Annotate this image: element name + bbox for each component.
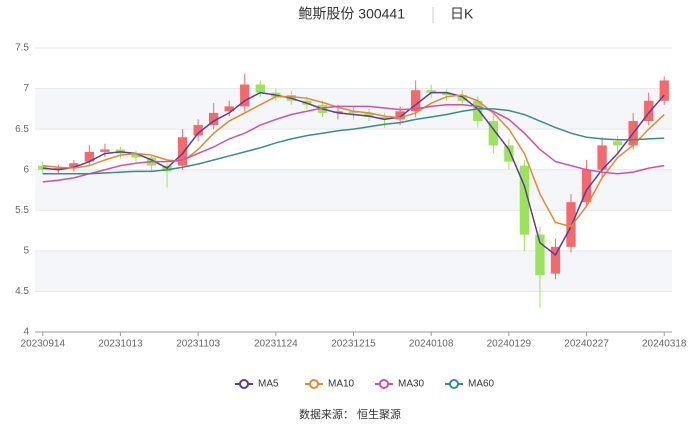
x-tick-label: 20240318 — [642, 339, 687, 350]
legend-label: MA10 — [328, 379, 355, 390]
legend-marker — [449, 379, 459, 389]
source: 数据来源： 恒生聚源 — [299, 407, 401, 421]
candle-body — [348, 111, 359, 113]
candle-body — [224, 106, 234, 112]
y-tick-label: 4 — [23, 327, 29, 338]
candle-body — [426, 90, 436, 93]
legend-marker — [379, 379, 389, 389]
y-tick-label: 4.5 — [15, 286, 29, 297]
candle-body — [550, 246, 561, 274]
x-tick-label: 20231103 — [176, 339, 220, 350]
plot-band — [35, 169, 672, 211]
candle-body — [612, 141, 623, 146]
candle-body — [488, 121, 498, 146]
candle-body — [333, 111, 343, 113]
x-tick-label: 20230914 — [21, 339, 66, 350]
candle-body — [177, 137, 188, 166]
y-tick-label: 5 — [23, 245, 29, 256]
candle-body — [364, 112, 374, 117]
candle-body — [581, 169, 592, 203]
x-tick-label: 20231124 — [254, 339, 298, 350]
x-tick-label: 20240227 — [564, 339, 609, 350]
legend-label: MA5 — [258, 379, 279, 390]
candle-body — [535, 234, 545, 276]
ma-line — [42, 91, 665, 257]
candle-body — [597, 145, 607, 170]
candle-body — [240, 84, 250, 107]
period-label: 日K — [450, 6, 474, 22]
y-tick-label: 5.5 — [15, 205, 29, 216]
ma-line — [42, 104, 665, 183]
candle-body — [193, 125, 203, 136]
y-tick-label: 7.5 — [15, 43, 29, 54]
candle-body — [69, 163, 79, 169]
x-tick-label: 20231215 — [331, 339, 376, 350]
candle-body — [410, 90, 421, 112]
y-tick-label: 6.5 — [15, 124, 29, 135]
candle-body — [504, 145, 514, 162]
candle-body — [84, 151, 95, 162]
ma-line — [42, 94, 665, 228]
candle-body — [473, 100, 483, 122]
y-tick-label: 6 — [23, 164, 29, 175]
candle-body — [38, 165, 48, 170]
candle-body — [379, 116, 390, 120]
candle-body — [395, 111, 405, 120]
candle-body — [209, 112, 219, 126]
candle-body — [566, 202, 576, 247]
candle-body — [442, 92, 452, 96]
candle-body — [53, 168, 63, 170]
candle-body — [644, 100, 654, 122]
x-tick-label: 20231013 — [98, 339, 143, 350]
y-tick-label: 7 — [23, 83, 29, 94]
candle-body — [457, 95, 467, 101]
x-tick-label: 20240108 — [409, 339, 454, 350]
chart-title: 鲍斯股份 300441 — [298, 6, 405, 22]
x-tick-label: 20240129 — [487, 339, 532, 350]
ma-line — [42, 108, 665, 175]
candle-body — [519, 165, 530, 235]
legend-label: MA30 — [398, 379, 425, 390]
candle-body — [100, 149, 110, 152]
legend-marker — [309, 379, 319, 389]
plot-band — [35, 250, 672, 292]
legend-marker — [239, 379, 249, 389]
candle-body — [659, 80, 669, 101]
legend-label: MA60 — [468, 379, 495, 390]
candle-body — [255, 84, 265, 93]
candle-body — [131, 153, 141, 158]
